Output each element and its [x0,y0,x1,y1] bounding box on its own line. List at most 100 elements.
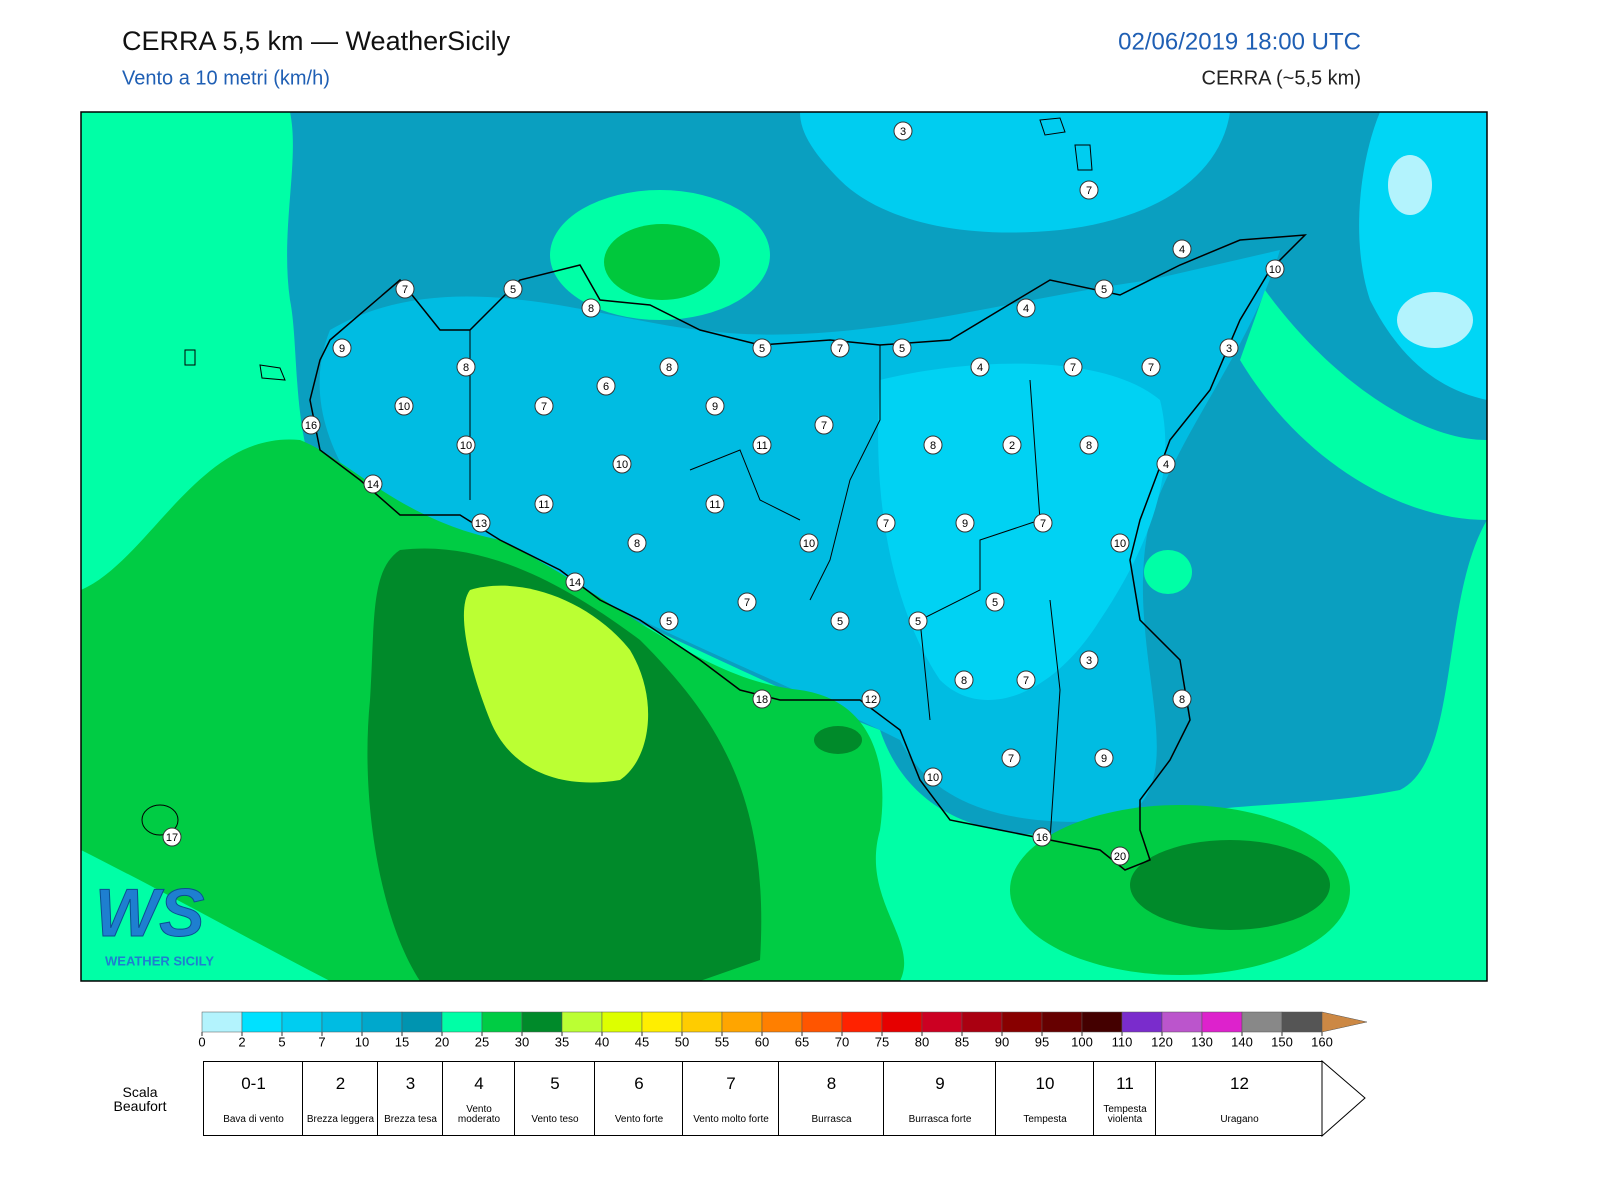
field-green-strip [1240,290,1487,520]
station-value: 10 [460,440,472,452]
station-marker [332,338,352,358]
beaufort-cell: 2 Brezza leggera [302,1061,378,1136]
color-segment [721,1011,763,1033]
province-borders [469,330,1061,841]
station-value: 10 [803,538,815,550]
station-marker [1079,435,1099,455]
field-green [1144,550,1192,594]
station-marker [737,592,757,612]
station-marker [752,338,772,358]
logo-text: WEATHER SICILY [105,953,214,968]
beaufort-label: Vento forte [614,1114,664,1125]
field-dark-green [1130,840,1330,930]
station-marker [799,533,819,553]
field-dark-green [814,726,862,754]
colorbar-tick-label: 25 [475,1034,489,1049]
station-marker [908,611,928,631]
beaufort-force: 3 [405,1074,416,1093]
station-value: 5 [992,597,998,609]
colorbar-tick-label: 150 [1271,1034,1293,1049]
colorbar-tick-label: 15 [395,1034,409,1049]
colorbar-tick-label: 0 [198,1034,205,1049]
station-value: 3 [1086,655,1092,667]
color-segment [401,1011,443,1033]
colorbar-tick-label: 70 [835,1034,849,1049]
colorbar-tick-label: 7 [318,1034,325,1049]
station-marker [1079,650,1099,670]
station-value: 7 [1148,362,1154,374]
beaufort-force: 9 [935,1074,945,1093]
stations: 3 7 4 10 5 4 7 5 8 9 5 7 5 4 7 7 3 8 6 8 10 7 9 16 7 11 8 2 8 10 10 4 14… [162,121,1285,866]
station-marker [1156,454,1176,474]
station-marker [534,396,554,416]
station-value: 3 [900,126,906,138]
beaufort-force: 2 [335,1074,346,1093]
station-marker [534,494,554,514]
station-value: 9 [339,343,345,355]
beaufort-label: Vento moderato [457,1104,501,1125]
beaufort-label: Bava di vento [223,1114,284,1125]
station-marker [752,435,772,455]
station-marker [705,396,725,416]
beaufort-cell: 0-1 Bava di vento [203,1061,303,1136]
colorbar-tick-label: 75 [875,1034,889,1049]
station-marker [162,827,182,847]
color-segment [441,1011,483,1033]
color-segment [1161,1011,1203,1033]
beaufort-label: Burrasca [811,1114,852,1125]
station-marker [395,279,415,299]
station-value: 2 [1009,440,1015,452]
station-marker [1110,533,1130,553]
colorbar-tick-label: 5 [278,1034,285,1049]
field-light [1388,155,1432,215]
color-segment [321,1011,363,1033]
station-marker [955,513,975,533]
station-value: 7 [541,401,547,413]
station-marker [985,592,1005,612]
station-marker [893,121,913,141]
station-marker [1002,435,1022,455]
colorbar: 0 2 5 7 10 15 20 25 30 35 40 45 50 55 60 65 70 75 80 85 90 95… [198,1011,1368,1049]
station-value: 10 [616,459,628,471]
station-value: 5 [759,343,765,355]
color-segment [241,1011,283,1033]
station-marker [596,376,616,396]
station-marker [565,572,585,592]
beaufort-label: Tempesta [1023,1114,1067,1125]
station-marker [503,279,523,299]
station-marker [752,689,772,709]
station-marker [1063,357,1083,377]
subtitle: Vento a 10 metri (km/h) [122,67,330,89]
station-value: 7 [402,284,408,296]
colorbar-tick-label: 40 [595,1034,609,1049]
station-value: 16 [305,420,317,432]
station-marker [1016,298,1036,318]
station-value: 11 [709,499,720,511]
station-value: 7 [837,343,843,355]
station-value: 13 [475,518,487,530]
station-value: 4 [1023,303,1029,315]
beaufort-cell: 12 Uragano [1155,1061,1323,1136]
colorbar-tick-label: 30 [515,1034,529,1049]
station-marker [456,435,476,455]
station-value: 4 [977,362,983,374]
beaufort-force: 12 [1230,1074,1249,1093]
beaufort-cell: 3 Brezza tesa [377,1061,443,1136]
island [141,804,179,836]
coastline [309,234,1307,871]
station-marker [814,415,834,435]
colorbar-tick-label: 130 [1191,1034,1213,1049]
colorbar-tick-label: 35 [555,1034,569,1049]
station-value: 7 [744,597,750,609]
station-value: 5 [899,343,905,355]
station-value: 10 [398,401,410,413]
color-segment [561,1011,603,1033]
station-marker [1141,357,1161,377]
station-value: 4 [1179,244,1185,256]
field-yellow-green [463,585,649,783]
station-value: 20 [1114,851,1126,863]
beaufort-label: Tempesta violenta [1103,1104,1147,1125]
beaufort-cell: 6 Vento forte [594,1061,683,1136]
beaufort-label: Vento teso [531,1114,579,1125]
